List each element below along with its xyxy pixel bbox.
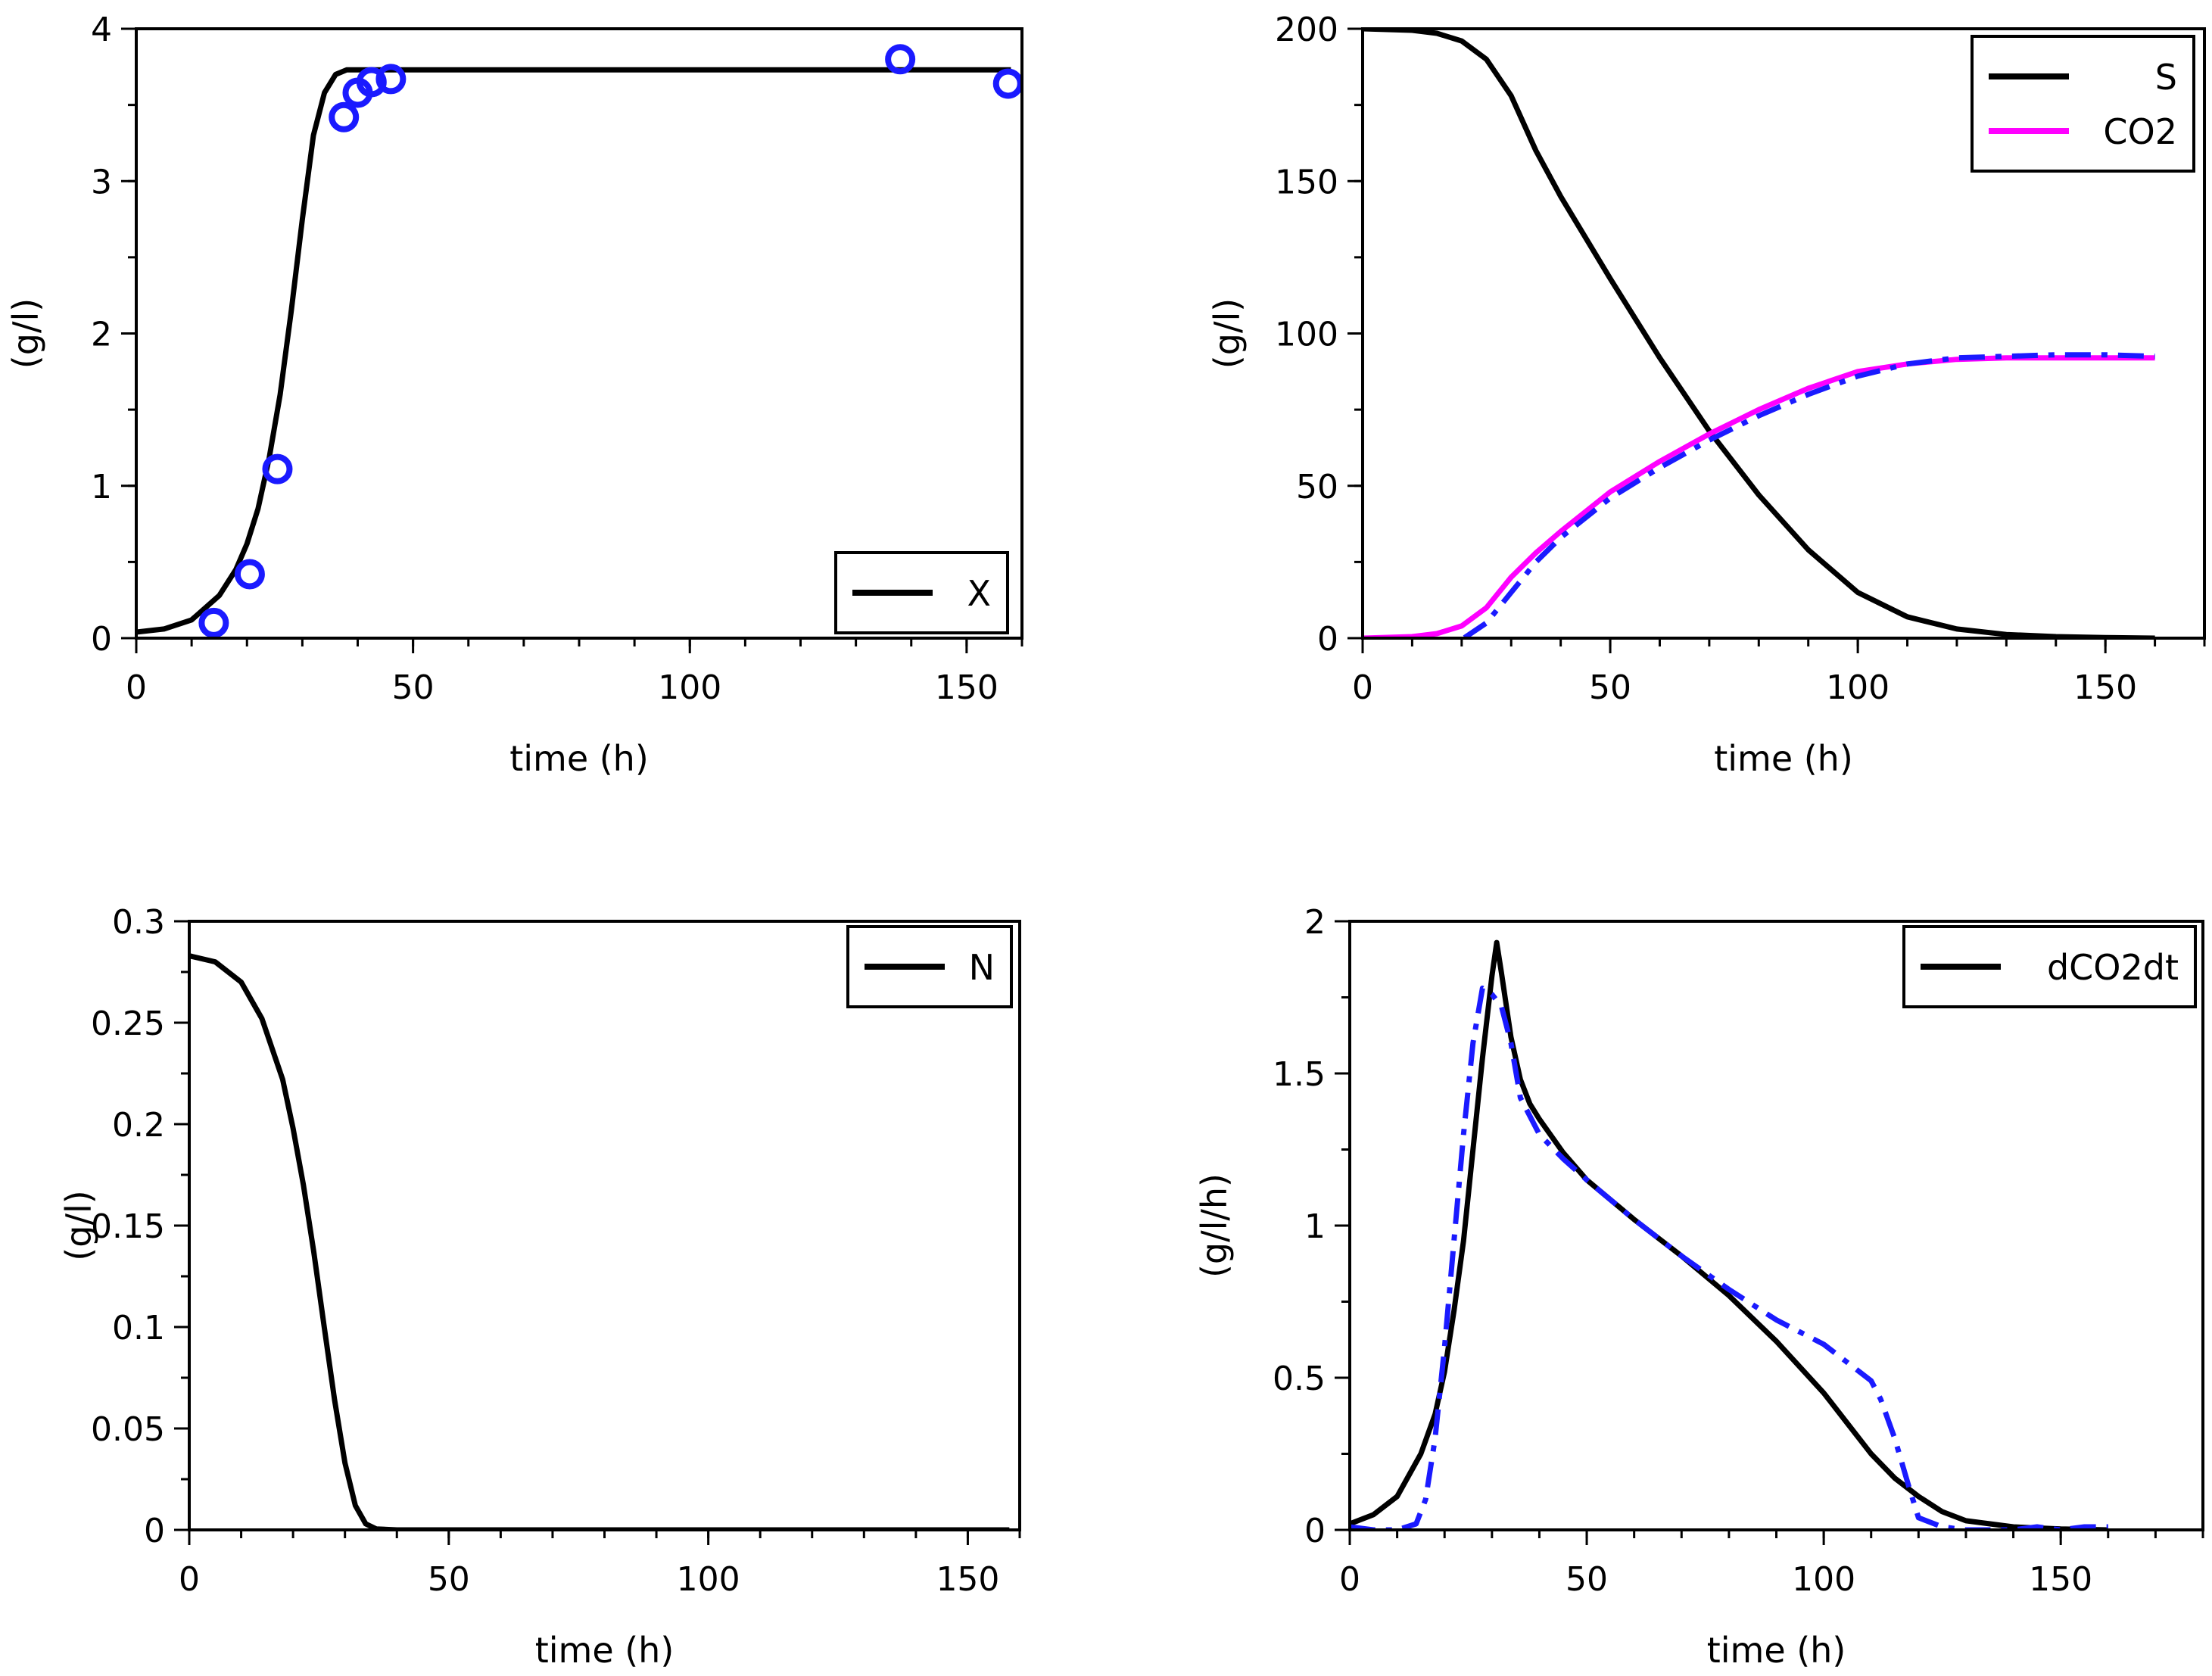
- x-tick-label: 100: [1792, 1560, 1855, 1599]
- x-tick-label: 150: [936, 1560, 999, 1599]
- x-tick-label: 100: [1826, 668, 1890, 707]
- x-tick-label: 50: [392, 668, 435, 707]
- legend: dCO2dt: [1902, 925, 2197, 1008]
- y-tick-label: 4: [91, 11, 112, 49]
- data-point: [356, 67, 387, 98]
- y-axis-label: (g/l): [1207, 298, 1248, 369]
- y-tick-label: 0.05: [91, 1410, 165, 1449]
- y-tick-label: 0.3: [112, 903, 165, 942]
- plot-frame: [1348, 920, 2204, 1531]
- x-tick-label: 50: [1566, 1560, 1608, 1599]
- x-tick-label: 0: [1339, 1560, 1360, 1599]
- minor-ticks: [1341, 920, 2204, 1538]
- x-axis-label: time (h): [509, 738, 649, 779]
- data-point: [262, 453, 293, 484]
- legend-label: N: [969, 947, 995, 988]
- x-axis-label: time (h): [1714, 738, 1853, 779]
- legend-label: CO2: [2103, 111, 2177, 152]
- y-axis-label: (g/l/h): [1194, 1173, 1235, 1278]
- chart-panel-S_CO2: 0 50 100 150 0 50 100 150 200 time (h) (g/l) S CO2: [1207, 11, 2206, 779]
- series-group: [189, 953, 1010, 1530]
- y-axis-label: (g/l): [58, 1190, 99, 1260]
- y-tick-label: 0: [91, 620, 112, 659]
- y-tick-label: 150: [1275, 163, 1338, 201]
- x-tick-label: 0: [179, 1560, 200, 1599]
- series-line-s: [1363, 29, 2155, 638]
- x-axis-label: time (h): [535, 1630, 675, 1671]
- x-tick-label: 0: [126, 668, 147, 707]
- data-point: [198, 607, 229, 638]
- series-line-dco2dt: [1350, 939, 2108, 1530]
- legend-label: dCO2dt: [2047, 947, 2179, 988]
- data-point: [885, 44, 916, 75]
- y-tick-label: 2: [1304, 903, 1326, 942]
- legend-label: S: [2155, 57, 2177, 98]
- x-tick-label: 0: [1352, 668, 1373, 707]
- legend-box: [1971, 35, 2195, 173]
- plot-frame: [188, 920, 1021, 1531]
- legend: S CO2: [1971, 35, 2195, 173]
- series-group: [1363, 29, 2155, 638]
- series-group: [1350, 939, 2108, 1530]
- y-tick-label: 1: [1304, 1207, 1326, 1246]
- y-tick-label: 0: [1304, 1512, 1326, 1550]
- y-axis-label: (g/l): [5, 298, 46, 369]
- data-point: [329, 101, 360, 132]
- y-tick-label: 50: [1296, 468, 1338, 506]
- series-line-n: [189, 953, 1010, 1530]
- chart-panel-N: 0 50 100 150 0 0.05 0.1 0.15 0.2 0.25 0.3 time (h) (…: [58, 903, 1021, 1671]
- y-tick-label: 100: [1275, 316, 1338, 354]
- y-tick-label: 200: [1275, 11, 1338, 49]
- x-axis-label: time (h): [1707, 1630, 1846, 1671]
- chart-panel-dCO2dt: 0 50 100 150 0 0.5 1 1.5 2 time (h) (g/l/h) dCO2dt: [1194, 903, 2204, 1671]
- x-tick-label: 100: [677, 1560, 740, 1599]
- x-tick-label: 150: [2029, 1560, 2092, 1599]
- x-tick-label: 50: [428, 1560, 470, 1599]
- x-tick-label: 150: [935, 668, 999, 707]
- data-point: [375, 64, 407, 95]
- series-line-dco2dt-measured: [1350, 985, 2108, 1530]
- data-point: [234, 559, 265, 590]
- y-tick-label: 2: [91, 316, 112, 354]
- x-tick-label: 150: [2073, 668, 2137, 707]
- x-tick-label: 50: [1589, 668, 1631, 707]
- plot-frame: [1361, 27, 2206, 640]
- data-point: [992, 68, 1022, 99]
- series-group: [136, 44, 1022, 638]
- x-tick-label: 100: [658, 668, 721, 707]
- legend-box: [1902, 925, 2197, 1008]
- minor-ticks: [181, 920, 1021, 1538]
- series-line-x: [136, 67, 1011, 635]
- legend: X: [834, 551, 1009, 634]
- y-tick-label: 0: [1317, 620, 1338, 659]
- legend-label: X: [967, 573, 991, 614]
- y-tick-label: 1.5: [1273, 1055, 1326, 1094]
- y-tick-label: 0.25: [91, 1005, 165, 1043]
- y-tick-label: 0.1: [112, 1309, 165, 1347]
- y-tick-label: 1: [91, 468, 112, 506]
- y-tick-label: 3: [91, 163, 112, 201]
- y-tick-label: 0: [144, 1512, 165, 1550]
- y-tick-label: 0.5: [1273, 1360, 1326, 1398]
- y-tick-label: 0.2: [112, 1106, 165, 1145]
- y-tick-label: 0.15: [91, 1207, 165, 1246]
- chart-panel-X: 0 50 100 150 0 1 2 3 4 time (h) (g/l) X: [5, 11, 1023, 779]
- legend: N: [846, 925, 1013, 1008]
- plot-frame: [135, 27, 1023, 640]
